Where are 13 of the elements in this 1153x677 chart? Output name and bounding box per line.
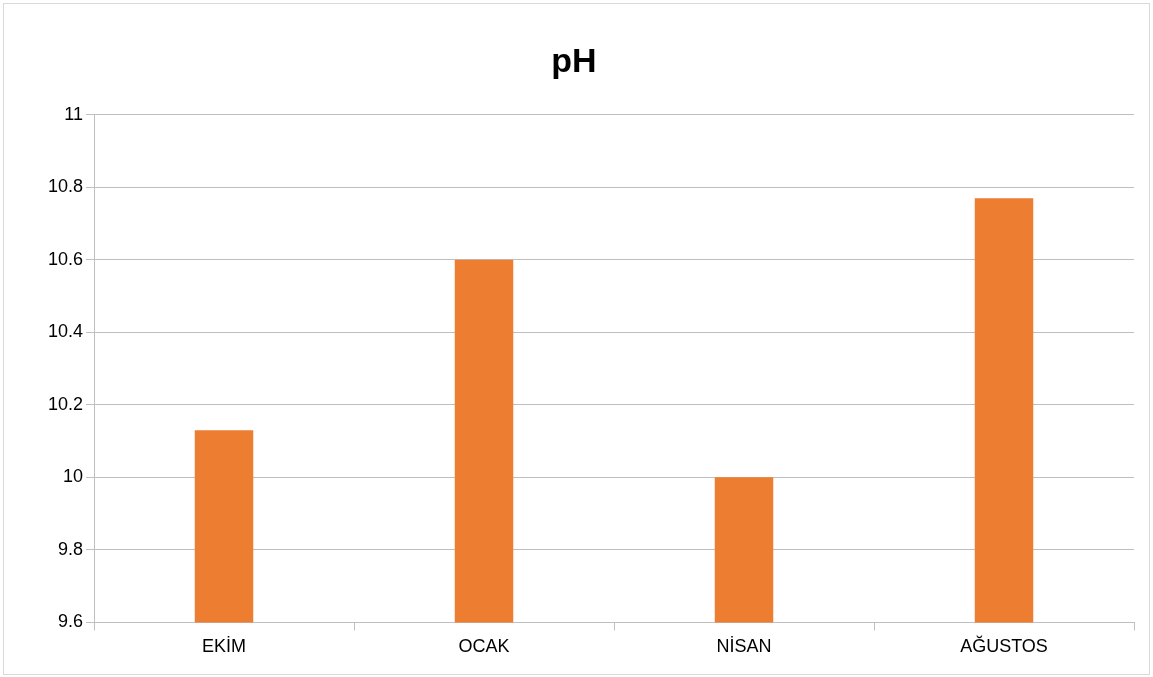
y-tick-label: 10.2: [47, 393, 83, 414]
chart-title: pH: [551, 40, 597, 79]
y-tick-label: 9.8: [57, 538, 83, 559]
x-tick-label: NİSAN: [716, 636, 772, 657]
x-tick-label: EKİM: [201, 636, 247, 657]
x-tick-label: AĞUSTOS: [960, 635, 1048, 657]
x-tick-label: OCAK: [458, 636, 510, 657]
y-tick-label: 10.6: [47, 248, 83, 269]
y-tick-label: 10: [62, 466, 83, 487]
y-tick-label: 10.8: [47, 176, 83, 197]
y-tick-label: 9.6: [57, 611, 83, 632]
y-tick-label: 10.4: [47, 321, 83, 342]
y-tick-label: 11: [64, 103, 83, 124]
